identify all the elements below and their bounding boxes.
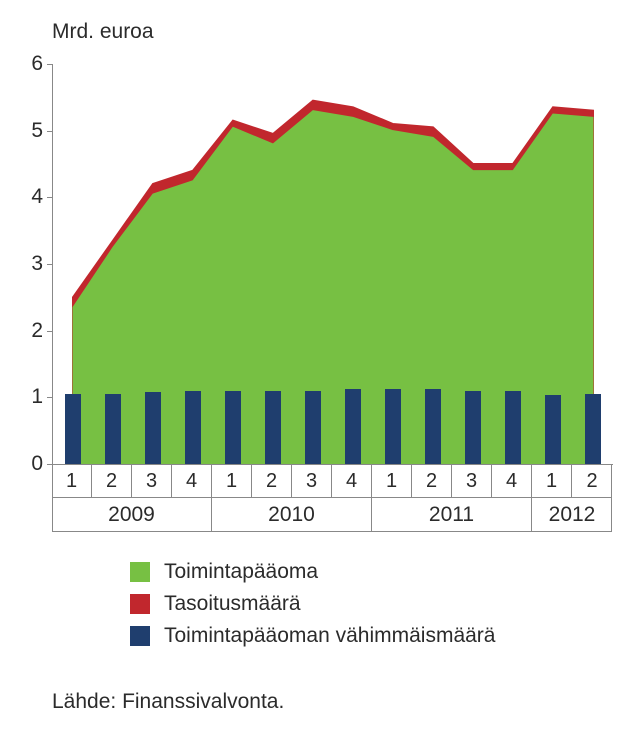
bar-vahimmaismaara — [385, 389, 401, 464]
bar-vahimmaismaara — [305, 391, 321, 464]
legend-swatch — [130, 626, 150, 646]
legend-item-toimintapaaoma: Toimintapääoma — [130, 560, 495, 584]
x-tick-quarter: 3 — [452, 464, 492, 498]
x-tick-quarter: 4 — [492, 464, 532, 498]
x-tick-quarter: 1 — [212, 464, 252, 498]
chart-svg — [53, 64, 613, 464]
x-tick-quarter: 3 — [132, 464, 172, 498]
x-tick-quarter: 2 — [92, 464, 132, 498]
bar-vahimmaismaara — [225, 391, 241, 464]
legend-swatch — [130, 562, 150, 582]
x-tick-quarter: 2 — [252, 464, 292, 498]
legend-label: Toimintapääoman vähimmäismäärä — [164, 624, 495, 648]
bar-vahimmaismaara — [265, 391, 281, 464]
x-tick-year: 2010 — [212, 498, 372, 532]
bar-vahimmaismaara — [465, 391, 481, 464]
y-axis-title: Mrd. euroa — [52, 20, 154, 44]
x-tick-quarter: 1 — [532, 464, 572, 498]
legend-swatch — [130, 594, 150, 614]
x-tick-year: 2009 — [52, 498, 212, 532]
x-tick-quarter: 4 — [172, 464, 212, 498]
legend-label: Tasoitusmäärä — [164, 592, 301, 616]
legend-label: Toimintapääoma — [164, 560, 318, 584]
bar-vahimmaismaara — [185, 391, 201, 464]
legend-item-vahimmaismaara: Toimintapääoman vähimmäismäärä — [130, 624, 495, 648]
x-tick-quarter: 2 — [412, 464, 452, 498]
bar-vahimmaismaara — [65, 394, 81, 464]
x-tick-year: 2012 — [532, 498, 612, 532]
bar-vahimmaismaara — [585, 394, 601, 464]
x-tick-quarter: 1 — [52, 464, 92, 498]
x-tick-quarter: 1 — [372, 464, 412, 498]
chart-container: Mrd. euroa 0123456 Toimintapääoma Tasoit… — [0, 0, 640, 733]
x-tick-quarter: 4 — [332, 464, 372, 498]
legend: Toimintapääoma Tasoitusmäärä Toimintapää… — [130, 560, 495, 656]
source-text: Lähde: Finanssivalvonta. — [52, 690, 284, 714]
x-tick-year: 2011 — [372, 498, 532, 532]
plot-area: 0123456 — [52, 64, 613, 465]
legend-item-tasoitusmaara: Tasoitusmäärä — [130, 592, 495, 616]
bar-vahimmaismaara — [505, 391, 521, 464]
x-tick-quarter: 3 — [292, 464, 332, 498]
bar-vahimmaismaara — [345, 389, 361, 464]
bar-vahimmaismaara — [145, 392, 161, 464]
bar-vahimmaismaara — [425, 389, 441, 464]
x-tick-quarter: 2 — [572, 464, 612, 498]
bar-vahimmaismaara — [545, 395, 561, 464]
bar-vahimmaismaara — [105, 394, 121, 464]
